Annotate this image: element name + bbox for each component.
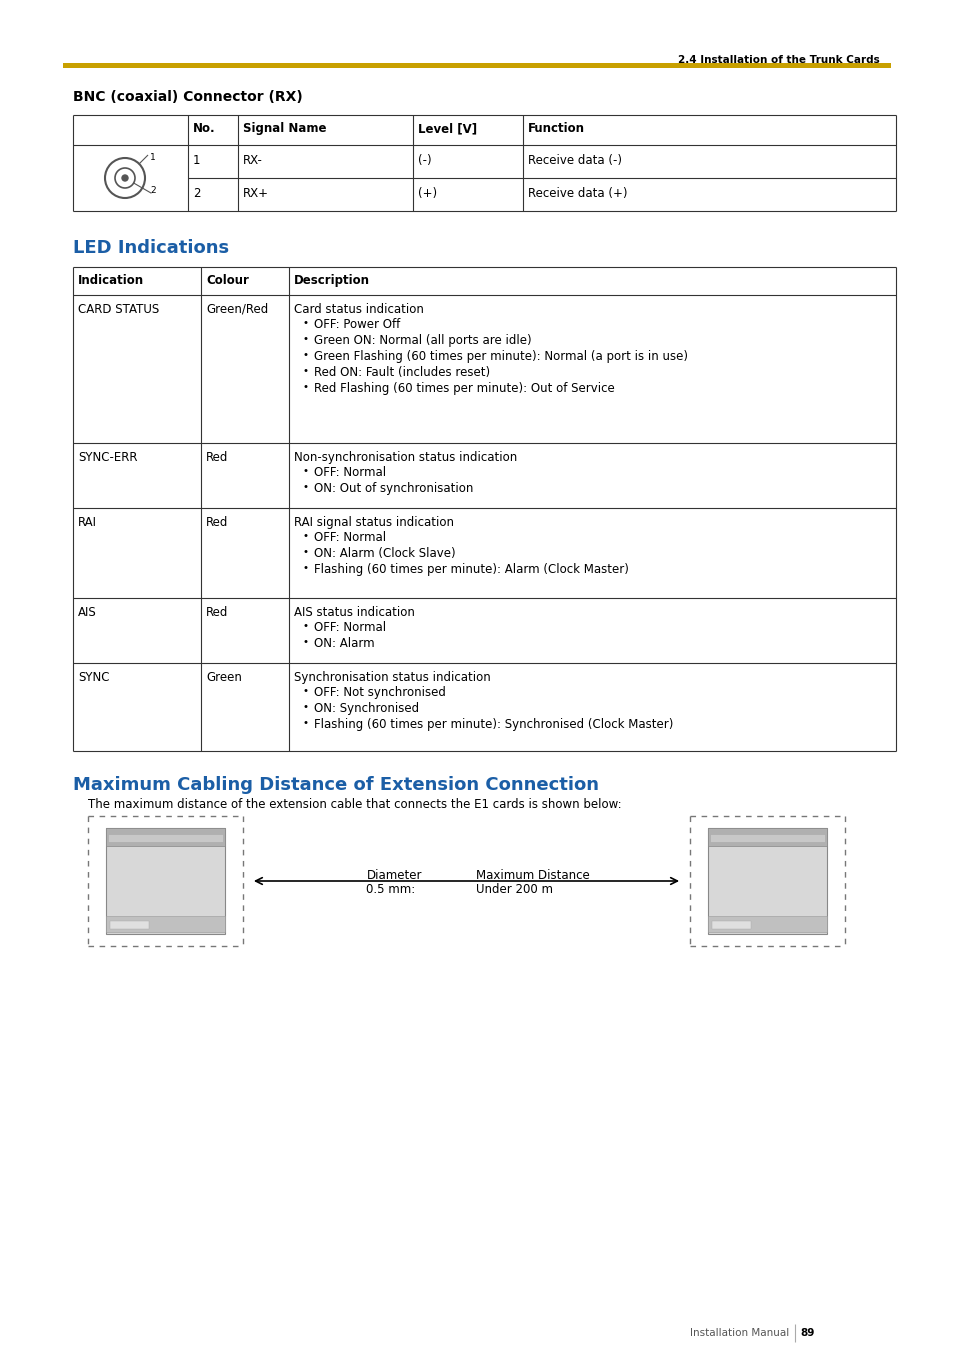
Text: LED Indications: LED Indications [73,239,229,257]
Text: RAI: RAI [78,516,97,530]
Text: No.: No. [193,122,215,135]
Text: 1: 1 [193,154,200,168]
Bar [707,828,826,934]
Bar [108,834,223,842]
Text: •: • [303,466,309,476]
Text: Red: Red [206,607,228,619]
Text: AIS: AIS [78,607,96,619]
Text: Level [V]: Level [V] [417,122,476,135]
Text: •: • [303,350,309,359]
Text: Green/Red: Green/Red [206,303,268,316]
Text: Red: Red [206,451,228,463]
Text: •: • [303,317,309,328]
Text: Synchronisation status indication: Synchronisation status indication [294,671,490,684]
Bar [106,828,225,846]
Text: RAI signal status indication: RAI signal status indication [294,516,454,530]
Text: OFF: Normal: OFF: Normal [314,466,386,480]
Text: OFF: Normal: OFF: Normal [314,621,386,634]
Text: Under 200 m: Under 200 m [476,884,553,896]
Text: BNC (coaxial) Connector (RX): BNC (coaxial) Connector (RX) [73,91,302,104]
Text: Diameter: Diameter [366,869,421,882]
Text: •: • [303,334,309,345]
Text: RX-: RX- [243,154,263,168]
Text: Green Flashing (60 times per minute): Normal (a port is in use): Green Flashing (60 times per minute): No… [314,350,687,363]
Text: •: • [303,686,309,696]
Bar [711,921,750,929]
Text: SYNC-ERR: SYNC-ERR [78,451,137,463]
Text: •: • [303,717,309,728]
Text: Receive data (-): Receive data (-) [527,154,621,168]
Text: •: • [303,563,309,573]
Text: (-): (-) [417,154,431,168]
Bar [63,63,890,68]
Bar [707,916,826,932]
Text: •: • [303,547,309,557]
Text: Colour: Colour [206,274,249,286]
Text: 2: 2 [193,186,200,200]
Text: •: • [303,382,309,392]
Text: Indication: Indication [78,274,144,286]
Bar [106,916,225,932]
Text: 1: 1 [150,153,155,162]
Bar [106,828,225,934]
Text: Red ON: Fault (includes reset): Red ON: Fault (includes reset) [314,366,490,380]
Text: Non-synchronisation status indication: Non-synchronisation status indication [294,451,517,463]
Text: •: • [303,531,309,540]
Text: ON: Alarm: ON: Alarm [314,638,375,650]
Text: Maximum Cabling Distance of Extension Connection: Maximum Cabling Distance of Extension Co… [73,775,598,794]
Circle shape [122,176,128,181]
Text: 2: 2 [150,186,155,195]
Bar [707,828,826,846]
Text: ON: Alarm (Clock Slave): ON: Alarm (Clock Slave) [314,547,456,561]
Text: Flashing (60 times per minute): Synchronised (Clock Master): Flashing (60 times per minute): Synchron… [314,717,673,731]
Text: Signal Name: Signal Name [243,122,326,135]
Text: Installation Manual: Installation Manual [689,1328,788,1337]
Text: Green: Green [206,671,242,684]
Bar [709,834,824,842]
Text: Card status indication: Card status indication [294,303,423,316]
Text: OFF: Normal: OFF: Normal [314,531,386,544]
Text: Maximum Distance: Maximum Distance [476,869,590,882]
Text: (+): (+) [417,186,436,200]
Text: Red: Red [206,516,228,530]
Text: The maximum distance of the extension cable that connects the E1 cards is shown : The maximum distance of the extension ca… [88,798,621,811]
Text: 0.5 mm:: 0.5 mm: [366,884,416,896]
Text: Receive data (+): Receive data (+) [527,186,627,200]
Text: Description: Description [294,274,370,286]
Text: •: • [303,482,309,492]
Text: AIS status indication: AIS status indication [294,607,415,619]
Text: OFF: Not synchronised: OFF: Not synchronised [314,686,445,698]
Text: •: • [303,638,309,647]
Text: Red Flashing (60 times per minute): Out of Service: Red Flashing (60 times per minute): Out … [314,382,614,394]
Text: 89: 89 [800,1328,814,1337]
Text: SYNC: SYNC [78,671,110,684]
Text: ON: Synchronised: ON: Synchronised [314,703,418,715]
Text: ON: Out of synchronisation: ON: Out of synchronisation [314,482,473,494]
Text: CARD STATUS: CARD STATUS [78,303,159,316]
Text: Flashing (60 times per minute): Alarm (Clock Master): Flashing (60 times per minute): Alarm (C… [314,563,628,576]
Text: •: • [303,703,309,712]
Text: •: • [303,621,309,631]
Text: Function: Function [527,122,584,135]
Text: •: • [303,366,309,376]
Bar [110,921,149,929]
Text: RX+: RX+ [243,186,269,200]
Text: OFF: Power Off: OFF: Power Off [314,317,400,331]
Text: 2.4 Installation of the Trunk Cards: 2.4 Installation of the Trunk Cards [678,55,879,65]
Text: Green ON: Normal (all ports are idle): Green ON: Normal (all ports are idle) [314,334,531,347]
